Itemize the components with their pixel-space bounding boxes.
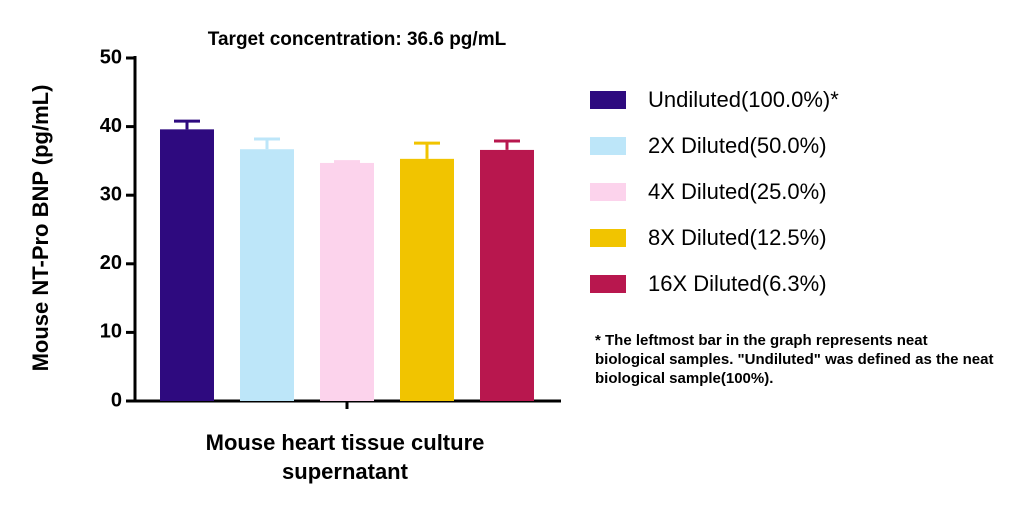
error-bar — [414, 141, 440, 159]
y-tick-label: 40 — [100, 115, 122, 137]
legend-label: Undiluted(100.0%)* — [648, 87, 839, 112]
x-tick-label: Mouse heart tissue culture supernatant — [205, 430, 485, 484]
bar — [320, 162, 374, 401]
y-tick-label: 20 — [100, 252, 122, 274]
note: * The leftmost bar in the graph represen… — [595, 332, 994, 387]
legend-label: 8X Diluted(12.5%) — [648, 225, 827, 250]
y-tick-label: 10 — [100, 321, 122, 343]
legend-label: 2X Diluted(50.0%) — [648, 133, 827, 158]
y-tick-label: 0 — [111, 389, 122, 411]
y-tick-label: 50 — [100, 46, 122, 68]
error-bar — [334, 160, 360, 164]
chart-title: Target concentration: 36.6 pg/mL — [208, 29, 507, 50]
y-axis-label: Mouse NT-Pro BNP (pg/mL) — [28, 85, 53, 372]
legend-swatch — [590, 229, 626, 247]
legend-label: 4X Diluted(25.0%) — [648, 179, 827, 204]
legend-swatch — [590, 183, 626, 201]
error-bar — [174, 119, 200, 130]
legend-swatch — [590, 91, 626, 109]
legend-label: 16X Diluted(6.3%) — [648, 271, 827, 296]
bar — [480, 149, 534, 401]
bar — [240, 149, 294, 401]
error-bar — [254, 137, 280, 150]
y-tick-label: 30 — [100, 183, 122, 205]
legend-swatch — [590, 137, 626, 155]
bar — [400, 158, 454, 401]
error-bar — [494, 139, 520, 150]
legend-swatch — [590, 275, 626, 293]
bar — [160, 129, 214, 401]
